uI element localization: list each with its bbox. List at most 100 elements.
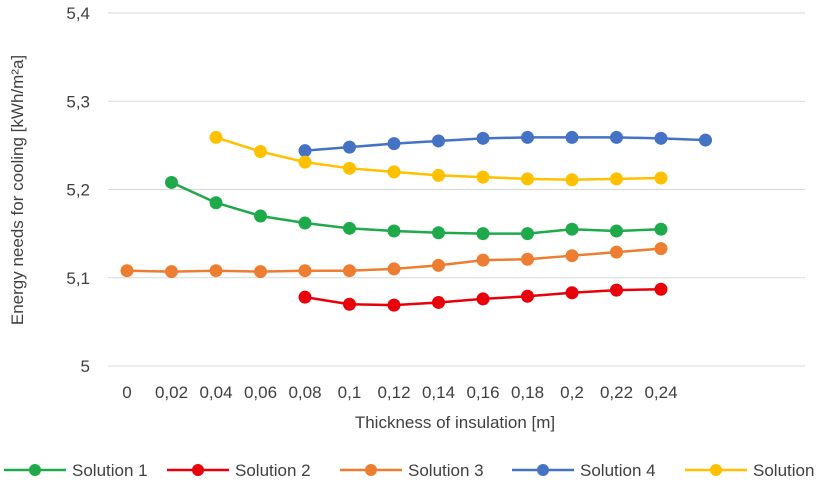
- x-tick-label: 0,06: [244, 383, 277, 402]
- data-point: [298, 216, 312, 230]
- data-point: [298, 155, 312, 169]
- data-point: [476, 253, 490, 267]
- y-axis-title: Energy needs for cooling [kWh/m²a]: [8, 55, 27, 325]
- data-point: [699, 133, 712, 147]
- x-tick-label: 0,08: [288, 383, 321, 402]
- x-tick-label: 0,02: [155, 383, 188, 402]
- data-point: [343, 140, 356, 154]
- legend-item: Solution 4: [512, 461, 656, 480]
- data-point: [165, 265, 178, 279]
- data-point: [387, 298, 401, 312]
- data-point: [254, 265, 267, 279]
- y-tick-label: 5,3: [66, 92, 90, 111]
- data-point: [654, 171, 668, 185]
- data-point: [343, 221, 356, 235]
- legend-item: Solution 1: [4, 461, 148, 480]
- data-point: [565, 130, 579, 144]
- legend-item: Solution 3: [340, 461, 484, 480]
- legend-marker: [537, 464, 549, 476]
- data-point: [521, 130, 534, 144]
- series-2: [298, 282, 668, 312]
- data-point: [120, 264, 134, 278]
- data-point: [565, 249, 579, 263]
- x-tick-label: 0,1: [338, 383, 362, 402]
- legend-marker: [710, 464, 722, 476]
- data-point: [521, 227, 534, 241]
- legend-marker: [192, 464, 204, 476]
- legend-label: Solution 4: [580, 461, 656, 480]
- data-point: [387, 262, 401, 276]
- data-point: [298, 290, 312, 304]
- data-point: [209, 196, 223, 210]
- y-tick-label: 5,1: [66, 269, 90, 288]
- data-point: [432, 226, 445, 240]
- data-point: [610, 245, 623, 259]
- data-point: [476, 227, 490, 241]
- series-lines: [120, 130, 712, 312]
- y-tick-label: 5: [81, 357, 90, 376]
- gridlines: [108, 12, 805, 367]
- data-point: [254, 145, 267, 159]
- legend-item: Solution 5: [685, 461, 816, 480]
- series-1: [165, 175, 668, 241]
- data-point: [654, 242, 668, 256]
- legend: Solution 1 Solution 2 Solution 3 Solution 4…: [4, 461, 816, 480]
- data-point: [387, 137, 401, 151]
- x-tick-label: 0,16: [466, 383, 499, 402]
- x-tick-label: 0,18: [511, 383, 544, 402]
- data-point: [610, 130, 623, 144]
- series-3: [120, 242, 668, 279]
- data-point: [165, 175, 178, 189]
- x-axis-title: Thickness of insulation [m]: [355, 413, 555, 432]
- data-point: [209, 264, 223, 278]
- data-point: [343, 297, 356, 311]
- x-tick-label: 0,14: [422, 383, 455, 402]
- data-point: [476, 170, 490, 184]
- data-point: [387, 224, 401, 238]
- data-point: [387, 165, 401, 179]
- data-point: [254, 209, 267, 223]
- legend-item: Solution 2: [167, 461, 311, 480]
- series-4: [298, 130, 712, 158]
- legend-label: Solution 5: [753, 461, 816, 480]
- data-point: [565, 222, 579, 236]
- x-tick-label: 0,2: [560, 383, 584, 402]
- data-point: [432, 258, 445, 272]
- legend-marker: [29, 464, 41, 476]
- series-5: [209, 130, 668, 187]
- data-point: [298, 144, 312, 158]
- data-point: [476, 292, 490, 306]
- data-point: [298, 264, 312, 278]
- data-point: [565, 286, 579, 300]
- x-tick-label: 0,04: [199, 383, 232, 402]
- legend-label: Solution 1: [72, 461, 148, 480]
- data-point: [654, 282, 668, 296]
- x-axis-ticks: 0 0,02 0,04 0,06 0,08 0,1 0,12 0,14 0,16 0,18 0,2 0…: [122, 383, 677, 402]
- data-point: [432, 168, 445, 182]
- data-point: [432, 134, 445, 148]
- data-point: [610, 172, 623, 186]
- data-point: [209, 130, 223, 144]
- y-tick-label: 5,2: [66, 181, 90, 200]
- data-point: [610, 224, 623, 238]
- data-point: [521, 252, 534, 266]
- series-line: [304, 136, 706, 152]
- data-point: [654, 131, 668, 145]
- data-point: [343, 161, 356, 175]
- data-point: [565, 173, 579, 187]
- y-axis-ticks: 5 5,1 5,2 5,3 5,4: [66, 4, 90, 376]
- data-point: [476, 131, 490, 145]
- data-point: [654, 222, 668, 236]
- data-point: [610, 283, 623, 297]
- legend-label: Solution 3: [408, 461, 484, 480]
- y-tick-label: 5,4: [66, 4, 90, 23]
- legend-label: Solution 2: [235, 461, 311, 480]
- data-point: [432, 295, 445, 309]
- x-tick-label: 0,12: [377, 383, 410, 402]
- x-tick-label: 0,24: [644, 383, 677, 402]
- x-tick-label: 0,22: [600, 383, 633, 402]
- data-point: [343, 264, 356, 278]
- data-point: [521, 172, 534, 186]
